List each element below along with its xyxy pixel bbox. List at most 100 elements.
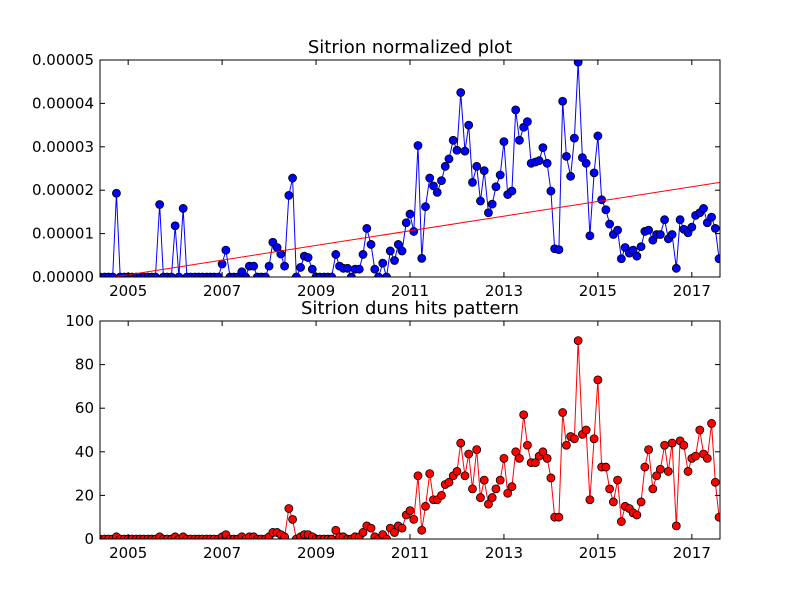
- data-point: [511, 447, 521, 457]
- data-point: [616, 254, 626, 264]
- y-tick-label: 0.00005: [32, 51, 94, 69]
- data-point: [472, 161, 482, 171]
- x-tick-label: 2013: [485, 282, 523, 300]
- data-point: [331, 525, 341, 535]
- data-point: [280, 532, 289, 539]
- data-point: [444, 477, 454, 487]
- y-tick-label: 20: [75, 486, 94, 504]
- data-point: [523, 117, 532, 127]
- data-point: [260, 272, 270, 277]
- data-point: [460, 471, 470, 481]
- data-point: [608, 497, 618, 507]
- data-point: [616, 517, 626, 526]
- data-point: [425, 173, 435, 183]
- trend-line: [110, 181, 720, 277]
- data-point: [456, 88, 466, 97]
- data-point: [507, 186, 517, 196]
- data-point: [213, 272, 223, 277]
- data-point: [397, 523, 407, 533]
- data-point: [636, 242, 646, 252]
- data-point: [585, 231, 595, 241]
- data-point: [714, 254, 720, 264]
- data-point: [507, 482, 517, 492]
- data-point: [546, 186, 556, 196]
- data-point: [374, 272, 383, 277]
- data-point: [346, 272, 356, 277]
- data-point: [531, 458, 540, 468]
- data-point: [632, 251, 642, 261]
- data-point: [378, 258, 388, 268]
- data-point: [476, 493, 485, 502]
- x-tick-label: 2009: [297, 544, 335, 562]
- data-point: [644, 225, 654, 235]
- data-point: [707, 419, 716, 428]
- data-point: [464, 120, 474, 130]
- data-point: [632, 510, 642, 520]
- x-tick-label: 2011: [391, 544, 429, 562]
- data-point: [460, 146, 470, 156]
- y-tick-label: 60: [75, 399, 94, 417]
- data-point: [683, 467, 693, 476]
- data-point: [573, 60, 583, 67]
- data-point: [366, 523, 376, 533]
- data-point: [499, 137, 509, 146]
- x-tick-label: 2015: [579, 544, 617, 562]
- data-point: [687, 222, 697, 232]
- data-point: [652, 471, 661, 481]
- data-point: [601, 205, 611, 215]
- data-point: [112, 188, 121, 198]
- data-point: [174, 272, 184, 277]
- data-point: [151, 272, 160, 277]
- data-point: [366, 240, 376, 249]
- data-point: [425, 469, 435, 479]
- data-point: [413, 141, 423, 150]
- data-point: [593, 375, 603, 385]
- duns-hits-plot: Sitrion duns hits pattern 2005 2007 2009 20…: [65, 298, 721, 562]
- data-point: [327, 272, 336, 277]
- data-point: [589, 434, 599, 444]
- data-point: [655, 464, 665, 474]
- data-point: [397, 246, 407, 256]
- data-point: [655, 230, 665, 239]
- data-point: [421, 501, 430, 511]
- data-point: [671, 521, 681, 531]
- data-point: [393, 240, 403, 249]
- data-point: [558, 96, 568, 106]
- data-point: [562, 151, 571, 161]
- data-point: [707, 212, 716, 222]
- data-point: [409, 514, 419, 524]
- data-point: [170, 221, 180, 231]
- data-point: [519, 410, 529, 420]
- data-point: [710, 223, 720, 233]
- data-point: [401, 218, 411, 228]
- data-point: [370, 264, 380, 274]
- data-point: [546, 473, 556, 483]
- x-tick-label: 2005: [109, 282, 147, 300]
- data-point: [613, 475, 623, 485]
- data-point: [566, 171, 576, 181]
- data-point: [303, 253, 313, 262]
- data-point: [581, 425, 591, 435]
- data-point: [448, 135, 458, 145]
- data-point: [280, 261, 289, 271]
- data-point: [354, 264, 364, 274]
- data-point: [667, 438, 677, 448]
- data-point: [264, 261, 274, 271]
- data-point: [644, 445, 654, 455]
- data-point: [479, 475, 489, 485]
- data-point: [597, 195, 607, 205]
- data-point: [569, 434, 579, 444]
- data-point: [515, 135, 524, 145]
- chart-title: Sitrion normalized plot: [308, 37, 512, 58]
- y-tick-label: 40: [75, 443, 94, 461]
- data-point: [432, 187, 442, 197]
- data-point: [538, 143, 548, 153]
- data-point: [573, 336, 583, 346]
- x-tick-label: 2007: [203, 282, 241, 300]
- data-point: [307, 264, 317, 274]
- data-point: [660, 215, 669, 225]
- data-point: [452, 145, 462, 155]
- data-point: [429, 181, 438, 191]
